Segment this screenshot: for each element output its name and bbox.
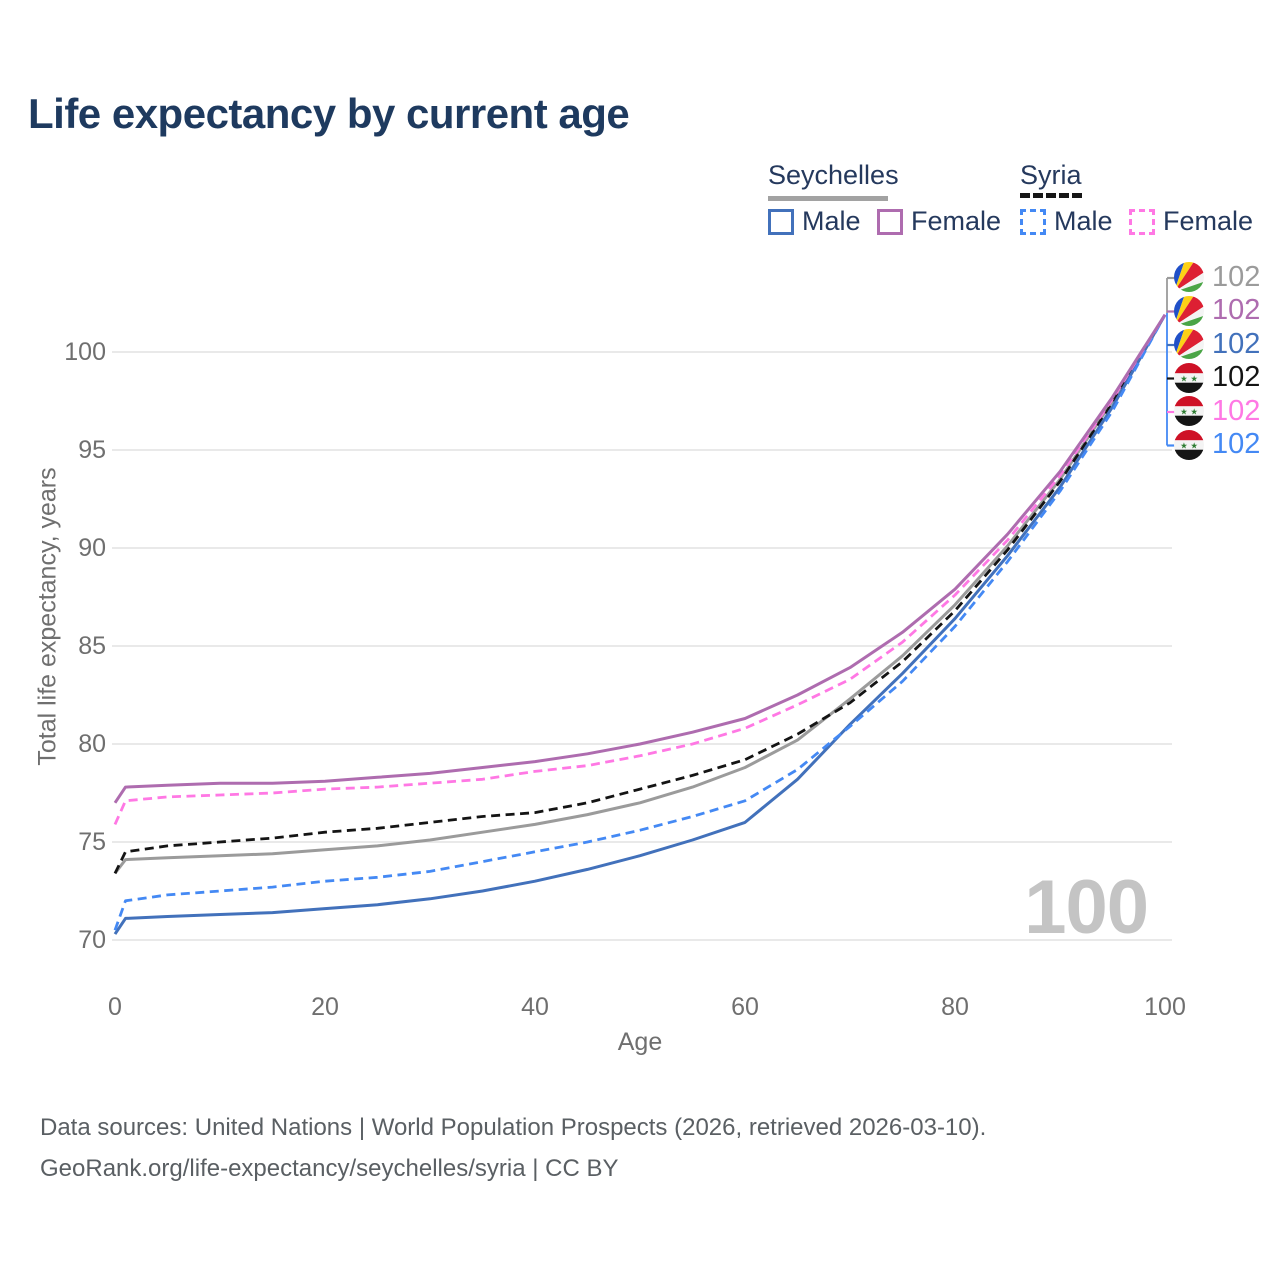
x-axis-title: Age [617,1028,663,1056]
syria-male-swatch [1020,208,1046,235]
x-tick-40: 40 [521,993,549,1021]
end-value-label: 102 [1212,294,1261,326]
syria-flag-icon: ★ ★ [1174,429,1204,460]
end-label-row-syria-total: ★ ★ 102 [1174,361,1261,393]
series-line-seychelles-female[interactable] [113,313,1167,804]
legend-item-syria-female[interactable]: Female [1129,206,1253,237]
svg-text:★: ★ [1190,440,1198,450]
footer: Data sources: United Nations | World Pop… [40,1108,986,1190]
legend-label: Female [1163,206,1254,236]
attribution-line: GeoRank.org/life-expectancy/seychelles/s… [40,1154,619,1182]
series-line-syria-male[interactable] [113,314,1167,931]
syria-flag-icon: ★ ★ [1174,396,1204,426]
seychelles-flag-icon [1174,262,1204,292]
seychelles-flag-icon [1174,295,1204,326]
x-tick-80: 80 [941,993,969,1021]
x-tick-60: 60 [731,993,759,1021]
series-line-seychelles-total[interactable] [113,314,1167,875]
x-tick-20: 20 [311,993,339,1021]
hovered-age-indicator: 100 [1024,865,1149,950]
legend-item-seychelles-female[interactable]: Female [877,206,1001,237]
end-value-label: 102 [1212,327,1261,360]
syria-dashed-line-sample [1020,193,1082,198]
series-line-seychelles-male[interactable] [113,314,1167,935]
svg-text:★: ★ [1190,406,1198,416]
y-tick-85: 85 [78,632,106,660]
svg-text:★: ★ [1190,373,1198,383]
end-label-row-syria-male: ★ ★ 102 [1174,428,1261,460]
seychelles-female-swatch [877,208,903,235]
y-tick-100: 100 [64,338,106,366]
end-label-row-seychelles-male: 102 [1174,329,1260,359]
legend-label: Male [802,206,861,236]
x-tick-100: 100 [1144,993,1186,1021]
syria-flag-icon: ★ ★ [1174,362,1204,393]
syria-female-swatch [1129,208,1155,235]
y-tick-95: 95 [78,436,106,464]
y-tick-80: 80 [78,730,106,758]
legend-label: Female [911,206,1002,236]
legend-item-seychelles-male[interactable]: Male [768,206,861,237]
end-label-row-seychelles-female: 102 [1174,294,1261,326]
y-tick-75: 75 [78,828,106,856]
series-line-syria-female[interactable] [113,314,1167,825]
x-tick-0: 0 [108,993,122,1021]
legend-label: Male [1054,206,1113,236]
end-label-row-syria-female: ★ ★ 102 [1174,396,1260,426]
legend-item-syria-male[interactable]: Male [1020,206,1113,237]
page-title: Life expectancy by current age [28,90,630,137]
seychelles-male-swatch [768,208,794,235]
end-label-row-seychelles-total: 102 [1174,262,1260,292]
seychelles-flag-icon [1174,329,1204,359]
end-value-label: 102 [1212,428,1261,460]
svg-text:★: ★ [1180,440,1188,450]
end-value-label: 102 [1212,394,1261,427]
y-tick-70: 70 [78,926,106,954]
svg-text:★: ★ [1180,373,1188,383]
svg-text:★: ★ [1180,406,1188,416]
legend-country-seychelles[interactable]: Seychelles [768,160,899,190]
data-sources-line: Data sources: United Nations | World Pop… [40,1114,987,1141]
legend-country-syria[interactable]: Syria [1020,160,1082,190]
y-tick-90: 90 [78,534,106,562]
end-value-label: 102 [1212,361,1261,393]
series-line-syria-total[interactable] [113,314,1167,875]
seychelles-solid-line-sample [768,196,888,201]
end-value-label: 102 [1212,260,1261,293]
